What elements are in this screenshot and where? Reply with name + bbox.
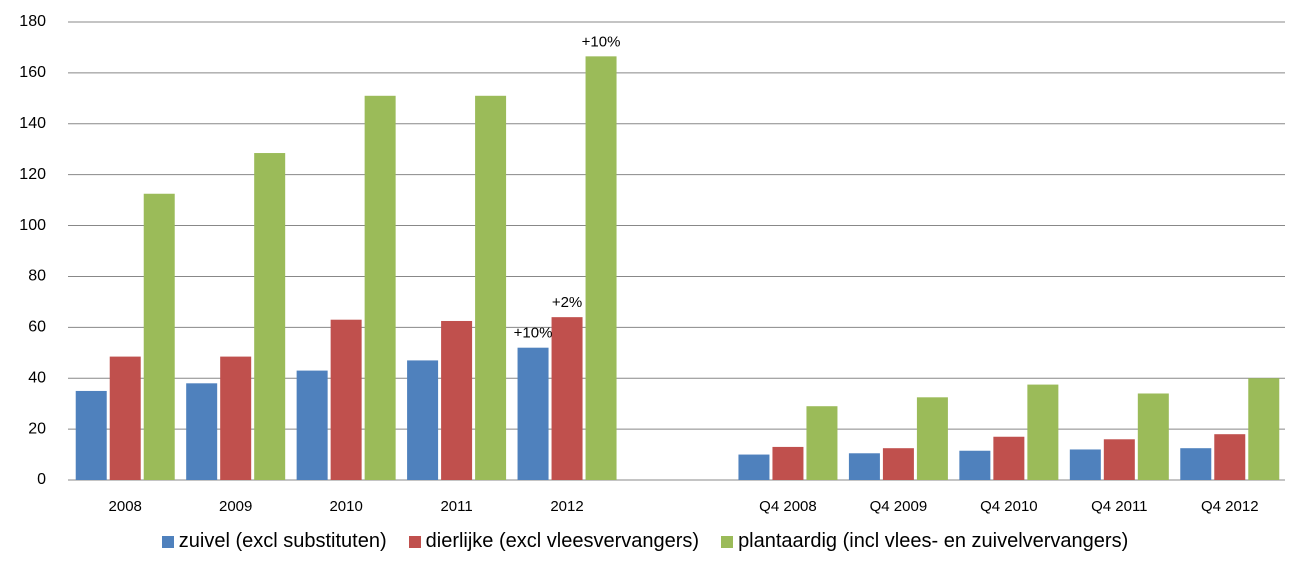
bar [585,56,617,480]
annotation: +10% [514,325,553,342]
y-tick-label: 0 [37,471,46,488]
bar [407,360,439,480]
bar [296,370,328,480]
bar [364,95,396,481]
bar [993,436,1025,480]
legend-label: zuivel (excl substituten) [178,530,387,552]
bar [772,446,804,480]
bar [143,193,175,480]
x-tick-label: Q4 2010 [980,498,1038,515]
x-tick-label: 2009 [219,498,252,515]
annotation: +10% [582,33,621,50]
bar [75,390,107,480]
y-tick-label: 60 [28,319,46,336]
y-tick-label: 120 [19,166,46,183]
legend-item: dierlijke (excl vleesvervangers) [408,530,700,553]
x-tick-label: Q4 2008 [759,498,817,515]
y-tick-label: 80 [28,268,46,285]
bar [254,153,286,481]
legend: zuivel (excl substituten) dierlijke (excl… [0,530,1290,553]
legend-swatch [408,535,421,548]
bar [517,347,549,480]
legend-swatch [161,535,174,548]
bar [1069,449,1101,480]
legend-label: plantaardig (incl vlees- en zuivelvervan… [738,530,1129,552]
y-tick-label: 140 [19,115,46,132]
bar [475,95,507,481]
x-tick-label: 2010 [329,498,362,515]
bar [186,383,218,480]
annotation: +2% [552,294,582,311]
bar [959,450,991,480]
chart: 0 20 40 60 80 100 120 140 160 180 2008 2009 2010 2011… [19,13,1285,515]
bar [109,356,141,480]
x-tick-label: Q4 2012 [1201,498,1259,515]
bar [1027,384,1059,480]
x-tick-label: 2011 [440,498,472,515]
bar [848,453,880,480]
y-tick-label: 40 [28,369,46,386]
x-tick-label: 2008 [109,498,142,515]
legend-item: plantaardig (incl vlees- en zuivelvervan… [721,530,1128,553]
y-tick-label: 20 [28,420,46,437]
x-tick-label: Q4 2011 [1091,498,1147,515]
bar [1180,448,1212,480]
bar [551,317,583,480]
x-tick-label: 2012 [550,498,583,515]
bar [806,406,838,480]
x-tick-label: Q4 2009 [870,498,928,515]
legend-item: zuivel (excl substituten) [161,530,387,553]
legend-swatch [721,535,734,548]
bar [1103,439,1135,480]
bar [738,454,770,480]
bar [330,319,362,480]
legend-label: dierlijke (excl vleesvervangers) [425,530,700,552]
y-tick-label: 100 [19,217,46,234]
y-tick-label: 180 [19,13,46,30]
bar [1214,434,1246,480]
y-tick-label: 160 [19,64,46,81]
bar [220,356,252,480]
bar [1248,378,1280,480]
bar [882,448,914,480]
bar [1137,393,1169,480]
bar [916,397,948,480]
bar [441,320,473,480]
